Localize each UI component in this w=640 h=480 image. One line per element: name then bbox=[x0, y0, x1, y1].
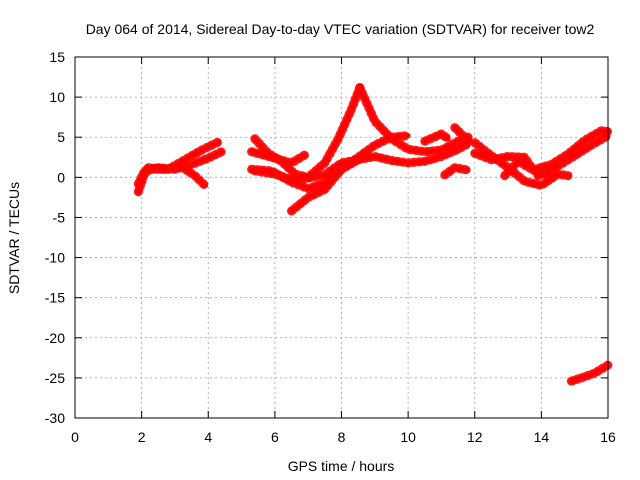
y-axis-ticks: -30 -25 -20 -15 -10 -5 0 5 10 15 bbox=[45, 49, 608, 426]
y-tick-label: 5 bbox=[57, 129, 65, 145]
x-tick-label: 12 bbox=[467, 429, 483, 445]
x-tick-label: 10 bbox=[400, 429, 416, 445]
x-tick-label: 0 bbox=[71, 429, 79, 445]
grid bbox=[75, 57, 608, 418]
series-trace-18-markers bbox=[566, 360, 613, 386]
y-tick-label: -20 bbox=[45, 330, 65, 346]
y-tick-label: -15 bbox=[45, 290, 65, 306]
y-tick-label: -30 bbox=[45, 410, 65, 426]
x-tick-label: 4 bbox=[204, 429, 212, 445]
y-axis-label: SDTVAR / TECUs bbox=[6, 182, 22, 294]
y-tick-label: -10 bbox=[45, 250, 65, 266]
series-trace-9-markers bbox=[355, 83, 473, 157]
series-trace-3-markers bbox=[143, 162, 210, 190]
x-tick-label: 16 bbox=[600, 429, 616, 445]
x-tick-label: 8 bbox=[338, 429, 346, 445]
x-axis-ticks: 0 2 4 6 8 10 12 14 16 bbox=[71, 57, 616, 445]
y-tick-label: -5 bbox=[53, 209, 66, 225]
data-series bbox=[133, 83, 613, 386]
series-trace-7-markers bbox=[250, 139, 473, 185]
y-tick-label: 0 bbox=[57, 169, 65, 185]
chart-title: Day 064 of 2014, Sidereal Day-to-day VTE… bbox=[86, 21, 595, 37]
series-trace-10-markers bbox=[420, 129, 453, 146]
series-trace-17-markers bbox=[533, 131, 613, 181]
y-tick-label: -25 bbox=[45, 370, 65, 386]
series-trace-11-markers bbox=[440, 163, 473, 180]
x-tick-label: 14 bbox=[534, 429, 550, 445]
y-tick-label: 15 bbox=[49, 49, 65, 65]
series-trace-5-markers bbox=[247, 147, 310, 168]
plot-frame bbox=[74, 56, 609, 419]
series-trace-12-markers bbox=[450, 123, 473, 145]
y-tick-label: 10 bbox=[49, 89, 65, 105]
x-axis-label: GPS time / hours bbox=[288, 458, 395, 474]
x-tick-label: 2 bbox=[138, 429, 146, 445]
series-trace-16-markers bbox=[530, 126, 613, 174]
x-tick-label: 6 bbox=[271, 429, 279, 445]
series-trace-14-markers bbox=[470, 148, 536, 173]
